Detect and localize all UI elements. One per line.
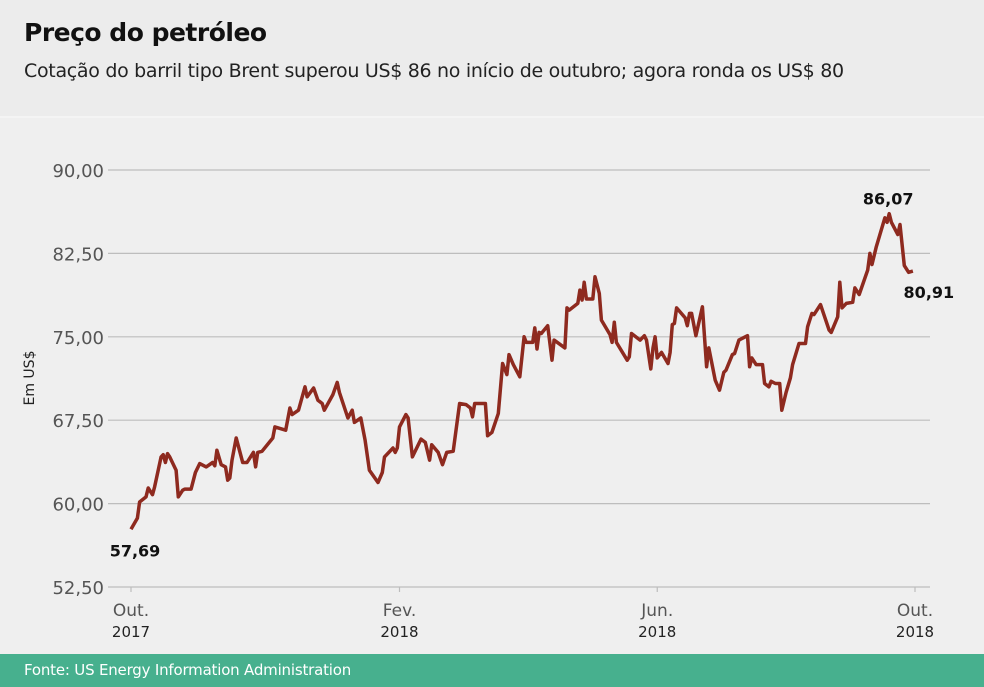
- x-tick-year: 2017: [112, 623, 150, 641]
- line-chart: 90,00 82,50 75,00 67,50 60,00 52,50 Em US$ Out.…: [22, 161, 955, 641]
- data-label: 80,91: [904, 283, 955, 302]
- data-label: 86,07: [863, 190, 914, 209]
- source-note: Fonte: US Energy Information Administrat…: [24, 661, 352, 679]
- y-tick-label: 90,00: [52, 161, 104, 182]
- x-tick-year: 2018: [380, 623, 418, 641]
- x-tick-month: Out.: [897, 601, 933, 621]
- y-tick-label: 82,50: [52, 244, 104, 265]
- chart-header: Preço do petróleo Cotação do barril tipo…: [0, 0, 984, 118]
- y-tick-label: 60,00: [52, 495, 104, 516]
- chart-title: Preço do petróleo: [24, 18, 267, 47]
- x-tick-year: 2018: [638, 623, 676, 641]
- footer: Fonte: US Energy Information Administrat…: [0, 654, 984, 687]
- price-line: [129, 211, 914, 531]
- chart-subtitle: Cotação do barril tipo Brent superou US$…: [24, 60, 844, 82]
- y-tick-label: 75,00: [52, 328, 104, 349]
- y-tick-label: 52,50: [52, 578, 104, 599]
- x-tick-month: Jun.: [640, 601, 673, 621]
- y-tick-label: 67,50: [52, 411, 104, 432]
- x-tick-month: Fev.: [383, 601, 416, 621]
- y-axis-label: Em US$: [22, 351, 38, 406]
- x-tick-year: 2018: [896, 623, 934, 641]
- data-label: 57,69: [110, 541, 161, 560]
- x-tick-month: Out.: [113, 601, 149, 621]
